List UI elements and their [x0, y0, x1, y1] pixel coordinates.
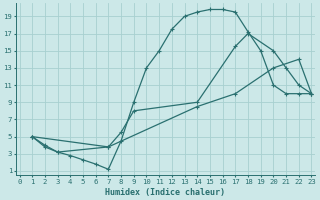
X-axis label: Humidex (Indice chaleur): Humidex (Indice chaleur): [106, 188, 226, 197]
